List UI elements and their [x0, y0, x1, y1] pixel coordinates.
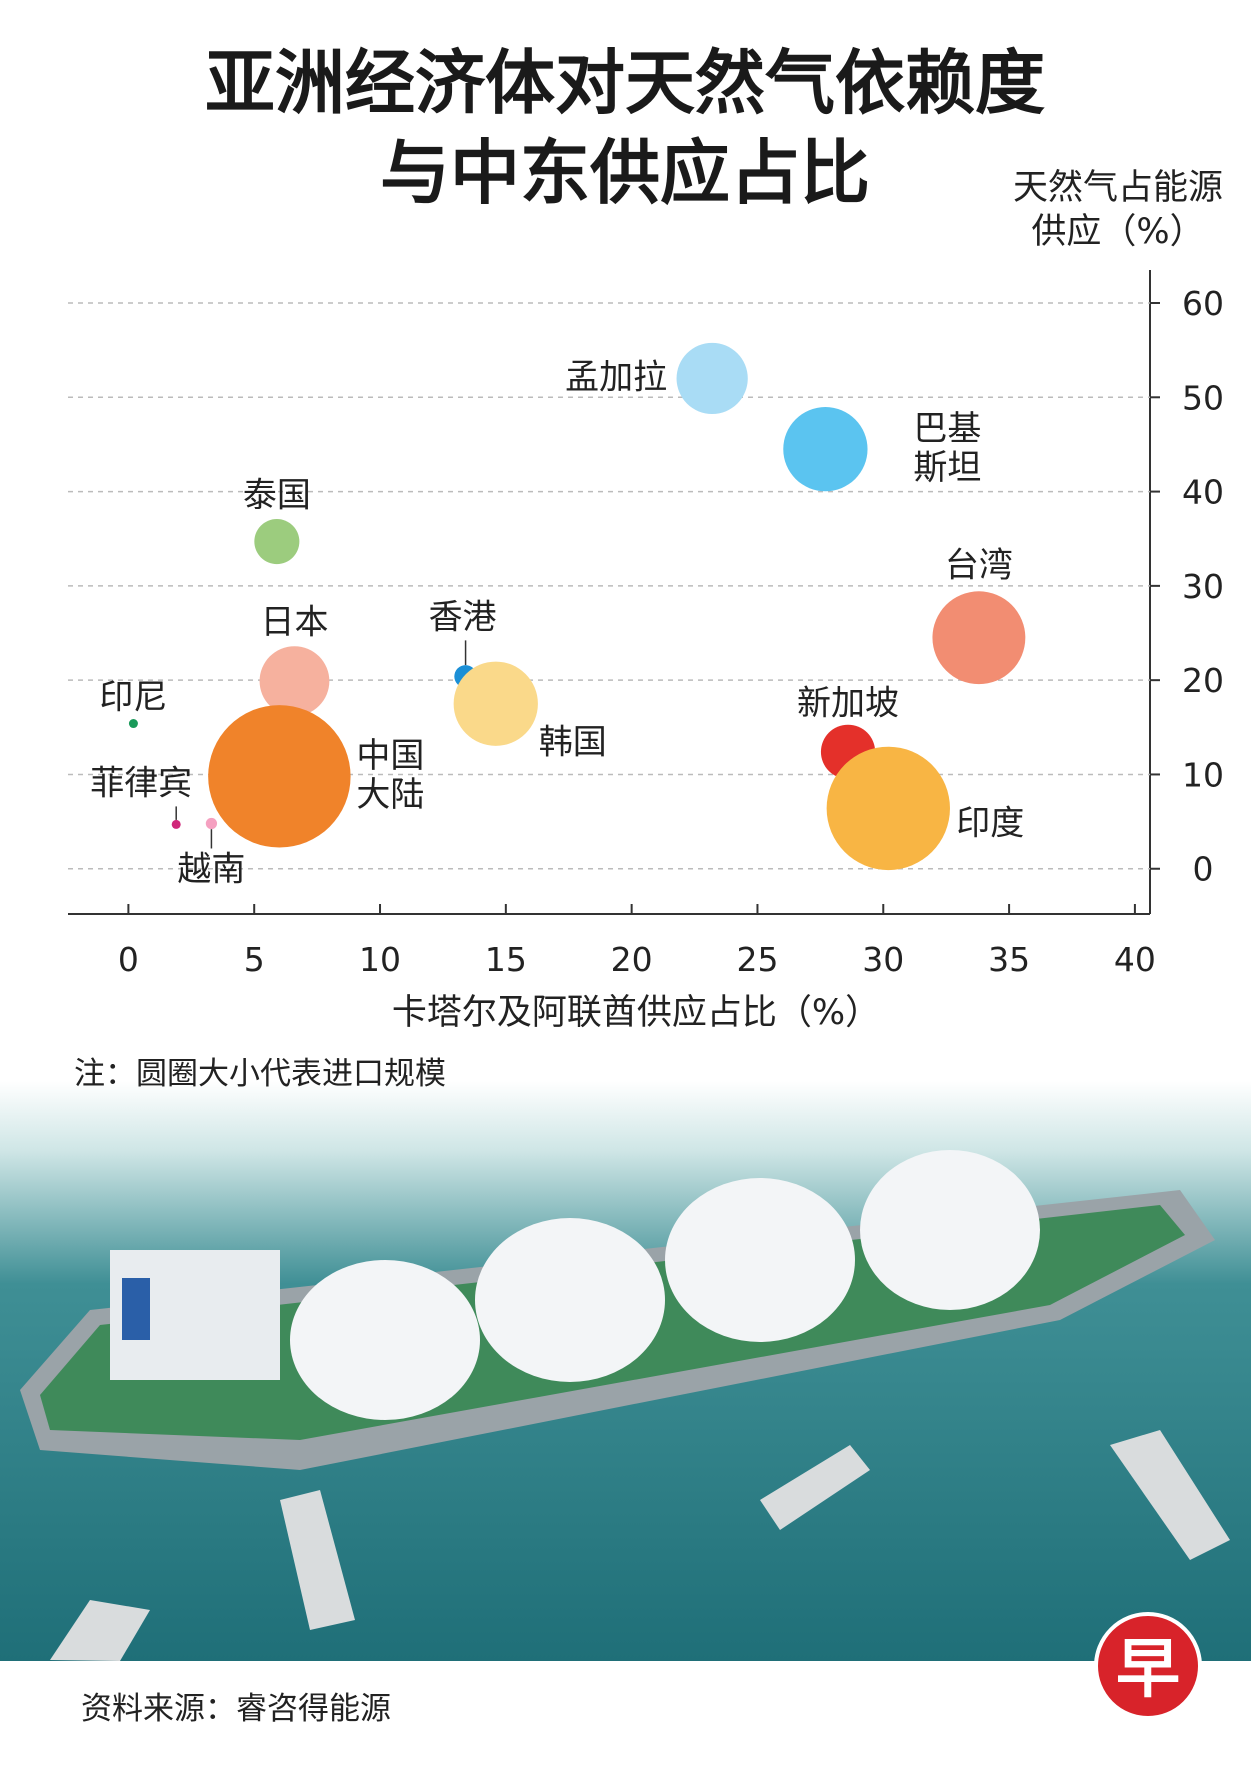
bubble-label: 韩国	[538, 722, 607, 763]
bubble	[826, 746, 950, 871]
tugboat	[760, 1445, 870, 1530]
bubble-label: 台湾	[944, 545, 1013, 586]
tugboat	[1110, 1430, 1230, 1560]
photo	[0, 1081, 1251, 1661]
bubble-label: 日本	[260, 602, 329, 643]
bubble-label: 香港	[428, 597, 497, 638]
bubble-label: 越南	[177, 849, 246, 890]
y-tick-label: 60	[1182, 284, 1224, 323]
tank	[290, 1260, 480, 1420]
bubble	[453, 661, 538, 746]
tank	[475, 1218, 665, 1382]
x-tick-label: 25	[736, 940, 778, 979]
funnel	[122, 1278, 150, 1340]
bubble	[783, 407, 868, 492]
y-tick-label: 20	[1182, 661, 1224, 700]
y-tick-label: 40	[1182, 473, 1224, 512]
bubble-label: 孟加拉	[565, 357, 668, 398]
bubble	[259, 646, 330, 716]
y-tick-label: 10	[1182, 755, 1224, 794]
bubble	[171, 819, 181, 829]
x-tick-label: 40	[1114, 940, 1156, 979]
tugboat	[50, 1600, 150, 1661]
bubble	[128, 719, 138, 729]
bubble	[254, 519, 300, 565]
tank	[665, 1178, 855, 1342]
bubble	[676, 342, 748, 415]
bubble-label: 中国大陆	[356, 736, 425, 816]
tank	[860, 1150, 1040, 1310]
bubble-label: 泰国	[242, 475, 311, 515]
bubble-label: 巴基斯坦	[913, 409, 982, 489]
bubble-label: 印度	[956, 803, 1025, 844]
bubble-label: 新加坡	[797, 683, 900, 724]
bubble	[932, 591, 1026, 685]
bubble-label: 印尼	[99, 676, 168, 717]
note: 注：圆圈大小代表进口规模	[74, 1056, 446, 1092]
y-tick-label: 30	[1182, 567, 1224, 606]
x-tick-label: 0	[118, 940, 139, 979]
x-tick-label: 30	[862, 940, 904, 979]
tugboat	[280, 1490, 355, 1630]
x-tick-label: 20	[611, 940, 653, 979]
bubble	[205, 817, 218, 830]
x-tick-label: 5	[244, 940, 265, 979]
chart-title: 亚洲经济体对天然气依赖度与中东供应占比	[205, 42, 1045, 214]
y-tick-label: 0	[1193, 850, 1214, 889]
x-tick-label: 15	[485, 940, 527, 979]
bubble	[208, 705, 351, 848]
x-axis-label: 卡塔尔及阿联酋供应占比（%）	[391, 993, 881, 1033]
y-axis-label: 天然气占能源供应（%）	[1012, 168, 1223, 252]
logo: 早	[1094, 1612, 1202, 1720]
y-tick-label: 50	[1182, 378, 1224, 417]
source: 资料来源：睿咨得能源	[81, 1691, 391, 1727]
bubble-label: 菲律宾	[90, 763, 193, 804]
x-tick-label: 35	[988, 940, 1030, 979]
x-tick-label: 10	[359, 940, 401, 979]
